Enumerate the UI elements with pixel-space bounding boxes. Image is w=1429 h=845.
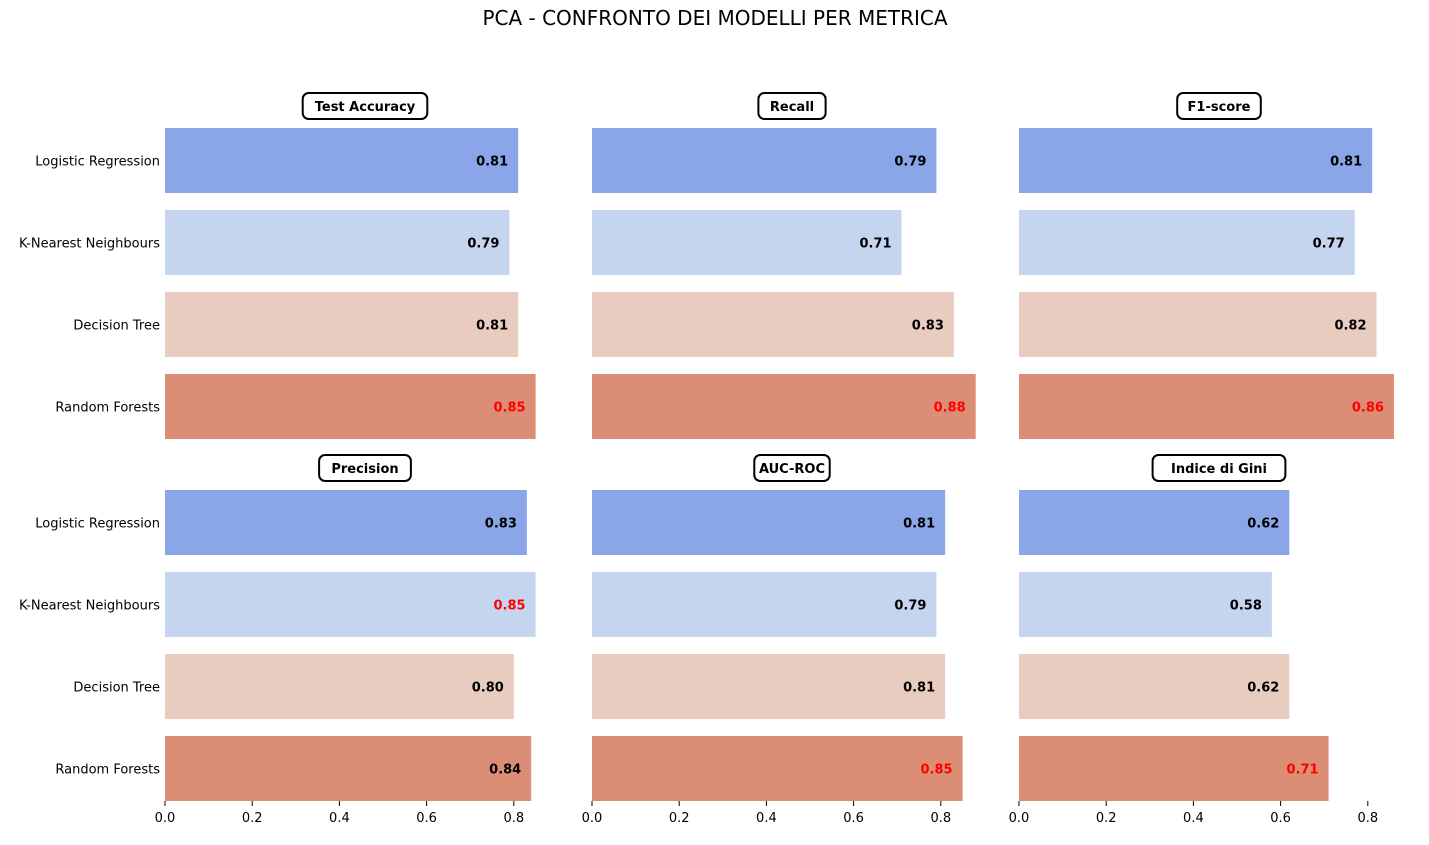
x-tick-label: 0.8 <box>503 811 524 826</box>
bar <box>1019 490 1290 555</box>
x-tick-label: 0.4 <box>1183 811 1204 826</box>
panel-title-box <box>753 454 831 482</box>
panel-title: F1-score <box>1188 100 1251 115</box>
x-tick-label: 0.0 <box>582 811 603 826</box>
bar-value-label: 0.71 <box>859 237 891 252</box>
panel-test-accuracy: Test Accuracy 0.81 Logistic Regression 0.79… <box>19 92 536 439</box>
bar <box>592 490 946 555</box>
panel-title-box <box>1176 92 1262 120</box>
x-tick-label: 0.6 <box>1270 811 1291 826</box>
x-tick-label: 0.8 <box>1357 811 1378 826</box>
model-label: Logistic Regression <box>35 517 160 532</box>
bar <box>165 572 536 637</box>
bar <box>165 128 519 193</box>
bar-value-label: 0.88 <box>934 401 966 416</box>
bar <box>1019 736 1329 801</box>
bar <box>592 654 946 719</box>
x-tick-label: 0.0 <box>155 811 176 826</box>
bar <box>165 292 519 357</box>
panel-title: Test Accuracy <box>315 100 416 115</box>
model-label: Logistic Regression <box>35 155 160 170</box>
x-tick-label: 0.2 <box>242 811 263 826</box>
panel-indice-di-gini: Indice di Gini 0.62 0.58 0.62 0.71 0.0 0.2 0.4 0… <box>1009 454 1378 826</box>
bar-value-label: 0.79 <box>894 155 926 170</box>
chart-title: PCA - CONFRONTO DEI MODELLI PER METRICA <box>482 6 947 30</box>
bar <box>165 374 536 439</box>
bar-value-label: 0.62 <box>1247 681 1279 696</box>
panel-title: Indice di Gini <box>1171 462 1267 477</box>
panel-f1-score: F1-score 0.81 0.77 0.82 0.86 <box>1019 92 1394 439</box>
bar <box>165 654 514 719</box>
bar <box>1019 292 1377 357</box>
bar <box>592 736 963 801</box>
model-label: Random Forests <box>55 763 160 778</box>
panel-title-box <box>318 454 412 482</box>
bar-value-label: 0.86 <box>1352 401 1384 416</box>
bar-value-label: 0.62 <box>1247 517 1279 532</box>
panel-title: Precision <box>331 462 398 477</box>
x-tick-label: 0.6 <box>843 811 864 826</box>
model-label: Decision Tree <box>73 681 160 696</box>
panel-title: AUC-ROC <box>759 462 825 477</box>
panel-title-box <box>301 92 429 120</box>
x-tick-label: 0.4 <box>329 811 350 826</box>
bar <box>165 736 532 801</box>
bar-value-label: 0.83 <box>912 319 944 334</box>
bar <box>592 292 954 357</box>
bar-value-label: 0.83 <box>485 517 517 532</box>
x-tick-label: 0.2 <box>669 811 690 826</box>
bar <box>1019 374 1394 439</box>
panel-recall: Recall 0.79 0.71 0.83 0.88 <box>592 92 976 439</box>
bar-value-label: 0.81 <box>903 681 935 696</box>
x-tick-label: 0.8 <box>930 811 951 826</box>
x-tick-label: 0.2 <box>1096 811 1117 826</box>
bar-value-label: 0.81 <box>903 517 935 532</box>
panels-group: Test Accuracy 0.81 Logistic Regression 0.79… <box>19 92 1394 826</box>
model-label: Decision Tree <box>73 319 160 334</box>
model-label: Random Forests <box>55 401 160 416</box>
bar-value-label: 0.79 <box>894 599 926 614</box>
x-tick-label: 0.0 <box>1009 811 1030 826</box>
bar-value-label: 0.77 <box>1313 237 1345 252</box>
bar-value-label: 0.71 <box>1286 763 1318 778</box>
panel-title-box <box>757 92 827 120</box>
bar-value-label: 0.81 <box>476 319 508 334</box>
model-label: K-Nearest Neighbours <box>19 237 160 252</box>
bar-value-label: 0.80 <box>472 681 504 696</box>
bar-value-label: 0.85 <box>494 401 526 416</box>
bar-value-label: 0.81 <box>1330 155 1362 170</box>
bar-value-label: 0.79 <box>467 237 499 252</box>
bar <box>592 374 976 439</box>
bar-value-label: 0.85 <box>921 763 953 778</box>
bar <box>165 490 527 555</box>
bar-value-label: 0.58 <box>1230 599 1262 614</box>
bar-value-label: 0.85 <box>494 599 526 614</box>
panel-auc-roc: AUC-ROC 0.81 0.79 0.81 0.85 0.0 0.2 0.4 0.6 0.8 <box>582 454 963 826</box>
bar-value-label: 0.81 <box>476 155 508 170</box>
bar <box>1019 654 1290 719</box>
x-tick-label: 0.4 <box>756 811 777 826</box>
bar <box>165 210 510 275</box>
bar <box>592 210 902 275</box>
panel-title: Recall <box>770 100 814 115</box>
bar <box>1019 128 1373 193</box>
model-label: K-Nearest Neighbours <box>19 599 160 614</box>
panel-precision: Precision 0.83 Logistic Regression 0.85 K-Ne… <box>19 454 536 826</box>
bar-value-label: 0.84 <box>489 763 521 778</box>
panel-title-box <box>1151 454 1287 482</box>
bar <box>592 128 937 193</box>
bar <box>1019 572 1272 637</box>
bar <box>592 572 937 637</box>
x-tick-label: 0.6 <box>416 811 437 826</box>
bar <box>1019 210 1355 275</box>
bar-value-label: 0.82 <box>1334 319 1366 334</box>
